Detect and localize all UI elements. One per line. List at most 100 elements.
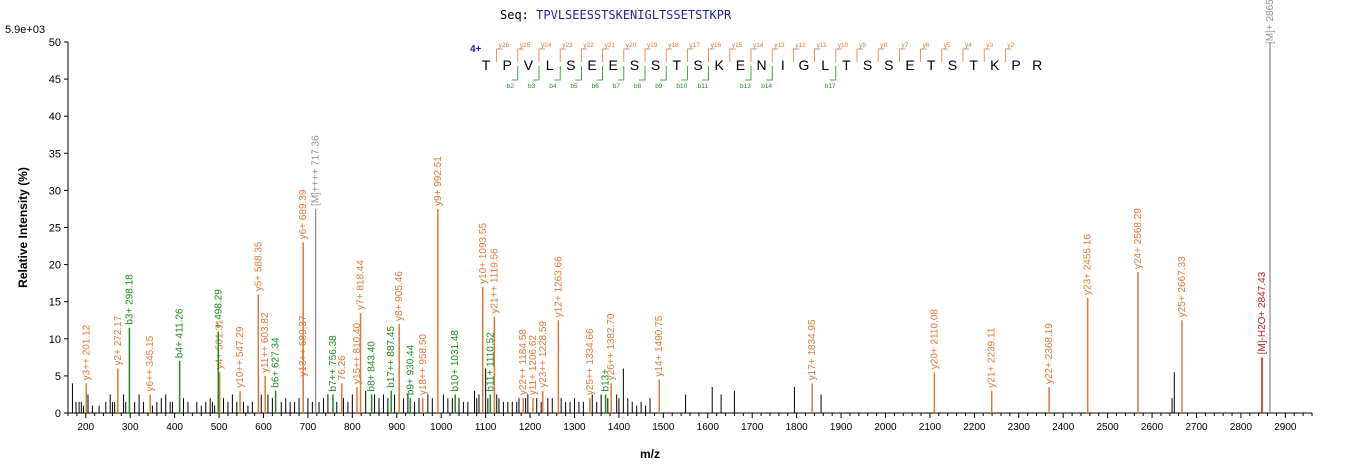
peak-label: 76.26 xyxy=(337,355,348,380)
x-tick-label: 2300 xyxy=(1008,422,1031,433)
peak-label: y20+ 2110.08 xyxy=(929,309,940,370)
sequence-residue: R xyxy=(1032,57,1042,73)
peak-label: [M]-H2O+ 2847.43 xyxy=(1257,271,1268,354)
sequence-residue: T xyxy=(842,57,851,73)
b-ion-label: b8 xyxy=(634,83,642,90)
y-ion-bracket xyxy=(771,48,779,62)
peak-label: y24+ 2568.29 xyxy=(1133,208,1144,269)
b-ion-label: b13 xyxy=(740,83,751,90)
sequence-residue: E xyxy=(609,57,618,73)
peak-label: b4+ 411.26 xyxy=(175,308,186,358)
peak-label: b10+ 1031.48 xyxy=(450,330,461,392)
b-ion-bracket xyxy=(617,66,625,81)
sequence-residue: P xyxy=(503,57,512,73)
y-ion-bracket xyxy=(962,48,969,62)
b-ion-label: b5 xyxy=(570,83,578,90)
sequence-residue: G xyxy=(799,57,810,73)
charge-state: 4+ xyxy=(470,44,482,55)
x-tick-label: 800 xyxy=(344,422,361,433)
sequence-residue: S xyxy=(651,57,660,73)
y-ion-label: y15 xyxy=(732,42,743,49)
peak-label: y18++ 958.50 xyxy=(418,334,429,396)
sequence-residue: S xyxy=(566,57,575,73)
y-tick-label: 50 xyxy=(49,37,61,49)
y-ion-bracket xyxy=(750,48,757,62)
peak-label: y17+ 1834.95 xyxy=(807,319,818,380)
y-ion-label: y7 xyxy=(901,42,908,49)
peak-label: y5+ 588.35 xyxy=(253,241,264,291)
y-ion-bracket xyxy=(856,48,863,62)
b-ion-label: b2 xyxy=(507,83,515,90)
y-ion-label: y3 xyxy=(986,42,993,49)
sequence-residue: K xyxy=(715,57,725,73)
sequence-residue: S xyxy=(630,57,639,73)
b-ion-label: b10 xyxy=(676,83,687,90)
x-tick-label: 1600 xyxy=(697,422,720,433)
sequence-residue: N xyxy=(757,57,767,73)
y-ion-bracket xyxy=(665,48,673,62)
b-ion-label: b9 xyxy=(655,83,663,90)
y-ion-bracket xyxy=(877,48,885,62)
peak-label: b9+ 930.44 xyxy=(405,344,416,395)
y-ion-label: y16 xyxy=(711,42,722,49)
y-axis-label: Relative Intensity (%) xyxy=(16,167,30,288)
y-ion-bracket xyxy=(835,48,842,62)
y-ion-label: y24 xyxy=(541,42,552,49)
peak-label: y23+ 2455.16 xyxy=(1083,234,1094,295)
y-ion-bracket xyxy=(983,48,991,62)
b-ion-bracket xyxy=(745,66,752,81)
sequence-residue: T xyxy=(927,57,936,73)
x-tick-label: 1200 xyxy=(519,422,542,433)
y-ion-bracket xyxy=(814,48,821,62)
y-ion-label: y4 xyxy=(965,42,972,49)
x-tick-label: 2000 xyxy=(874,422,897,433)
peak-label: y4+ 501.31 xyxy=(215,319,226,369)
peak-label: y15++ 810.40 xyxy=(352,322,363,384)
sequence-residue: S xyxy=(693,57,702,73)
sequence-residue: E xyxy=(736,57,745,73)
intensity-scale-label: 5.9e+03 xyxy=(5,24,45,36)
b-ion-bracket xyxy=(702,66,709,81)
y-ion-bracket xyxy=(941,48,948,62)
x-axis-label: m/z xyxy=(640,447,660,461)
sequence-residue: S xyxy=(948,57,957,73)
y-ion-bracket xyxy=(496,48,503,62)
peak-label: y25+ 2667.33 xyxy=(1177,256,1188,317)
sequence-residue: S xyxy=(863,57,872,73)
y-ion-bracket xyxy=(517,48,524,62)
y-ion-bracket xyxy=(687,48,694,62)
y-ion-bracket xyxy=(793,48,800,62)
peak-label: y11+ 1206.62 xyxy=(528,335,539,396)
sequence-residue: S xyxy=(884,57,893,73)
y-tick-label: 25 xyxy=(49,223,61,235)
y-tick-label: 20 xyxy=(49,260,61,272)
sequence-residue: E xyxy=(905,57,914,73)
y-ion-bracket xyxy=(581,48,588,62)
y-tick-label: 10 xyxy=(49,334,61,346)
x-tick-label: 900 xyxy=(388,422,405,433)
peak-label: b17++ 887.45 xyxy=(386,326,397,388)
peak-label: y6+ 689.39 xyxy=(298,189,309,239)
peak-label: b3+ 298.18 xyxy=(124,274,135,325)
y-tick-label: 5 xyxy=(55,371,61,383)
y-ion-bracket xyxy=(708,48,715,62)
peak-label: b6+ 627.34 xyxy=(271,337,282,388)
b-ion-bracket xyxy=(639,66,646,81)
peak-label: y10++ 547.29 xyxy=(235,326,246,388)
y-ion-bracket xyxy=(729,48,736,62)
peak-label: y21++ 1119.56 xyxy=(489,248,500,314)
b-ion-bracket xyxy=(766,66,773,81)
x-tick-label: 1000 xyxy=(430,422,453,433)
y-ion-label: y23 xyxy=(562,42,573,49)
y-ion-label: y18 xyxy=(668,42,679,49)
peak-label: y21+ 2239.11 xyxy=(987,327,998,388)
peak-label: [M]+ 2865.44 xyxy=(1265,0,1276,44)
sequence-residue: L xyxy=(821,57,829,73)
b-ion-bracket xyxy=(596,66,603,81)
y-ion-bracket xyxy=(1005,48,1012,62)
y-tick-label: 40 xyxy=(49,111,61,123)
sequence-residue: T xyxy=(482,57,491,73)
peak-label: b11+ 1110.52 xyxy=(485,332,496,392)
sequence-residue: K xyxy=(990,57,1000,73)
sequence-residue: L xyxy=(546,57,554,73)
